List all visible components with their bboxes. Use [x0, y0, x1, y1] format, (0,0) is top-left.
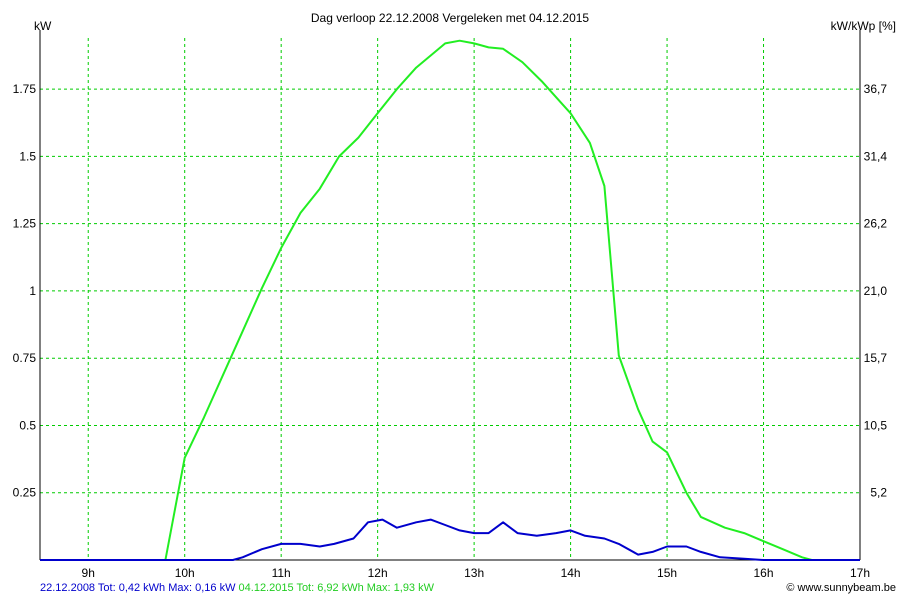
x-tick-label-8: 17h [850, 566, 870, 580]
y-tick-label-left-5: 1.5 [19, 149, 36, 163]
grid [40, 38, 860, 560]
y-tick-label-right-5: 31,4 [864, 149, 888, 163]
y-tick-label-left-0: 0.25 [13, 486, 37, 500]
legend-series-2008: 22.12.2008 Tot: 0,42 kWh Max: 0,16 kW [40, 582, 236, 594]
legend-series-2015: 04.12.2015 Tot: 6,92 kWh Max: 1,93 kW [238, 582, 434, 594]
y-tick-label-right-4: 26,2 [864, 217, 888, 231]
y-tick-label-right-1: 10,5 [864, 418, 888, 432]
x-tick-label-5: 14h [561, 566, 581, 580]
x-tick-label-7: 16h [754, 566, 774, 580]
series-lines [40, 39, 860, 561]
y-tick-label-left-6: 1.75 [13, 82, 37, 96]
legend: 22.12.2008 Tot: 0,42 kWh Max: 0,16 kW 04… [40, 582, 434, 594]
line-series_2008 [40, 518, 860, 561]
y-tick-label-left-1: 0.5 [19, 418, 36, 432]
axes [39, 30, 861, 561]
x-tick-label-2: 11h [272, 566, 291, 580]
x-tick-label-1: 10h [175, 566, 195, 580]
x-tick-label-0: 9h [82, 566, 95, 580]
x-tick-label-4: 13h [464, 566, 484, 580]
y-tick-label-left-4: 1.25 [13, 217, 37, 231]
y-tick-label-right-3: 21,0 [864, 284, 888, 298]
tick-labels: 9h 10h 11h 12h 13h 14h 15h 16h 17h 0.25 0.5 0.75 1 1.… [13, 82, 888, 580]
line-series_2015 [40, 39, 860, 561]
x-tick-label-3: 12h [368, 566, 388, 580]
y-tick-label-right-6: 36,7 [864, 82, 888, 96]
credit-text: © www.sunnybeam.be [786, 582, 896, 594]
y-tick-label-right-0: 5,2 [870, 486, 887, 500]
y-tick-label-left-2: 0.75 [13, 351, 37, 365]
x-tick-label-6: 15h [657, 566, 677, 580]
chart-title: Dag verloop 22.12.2008 Vergeleken met 04… [311, 11, 590, 25]
y-tick-label-right-2: 15,7 [864, 351, 888, 365]
right-axis-label: kW/kWp [%] [831, 19, 896, 33]
y-tick-label-left-3: 1 [29, 284, 36, 298]
left-axis-label: kW [34, 19, 52, 33]
